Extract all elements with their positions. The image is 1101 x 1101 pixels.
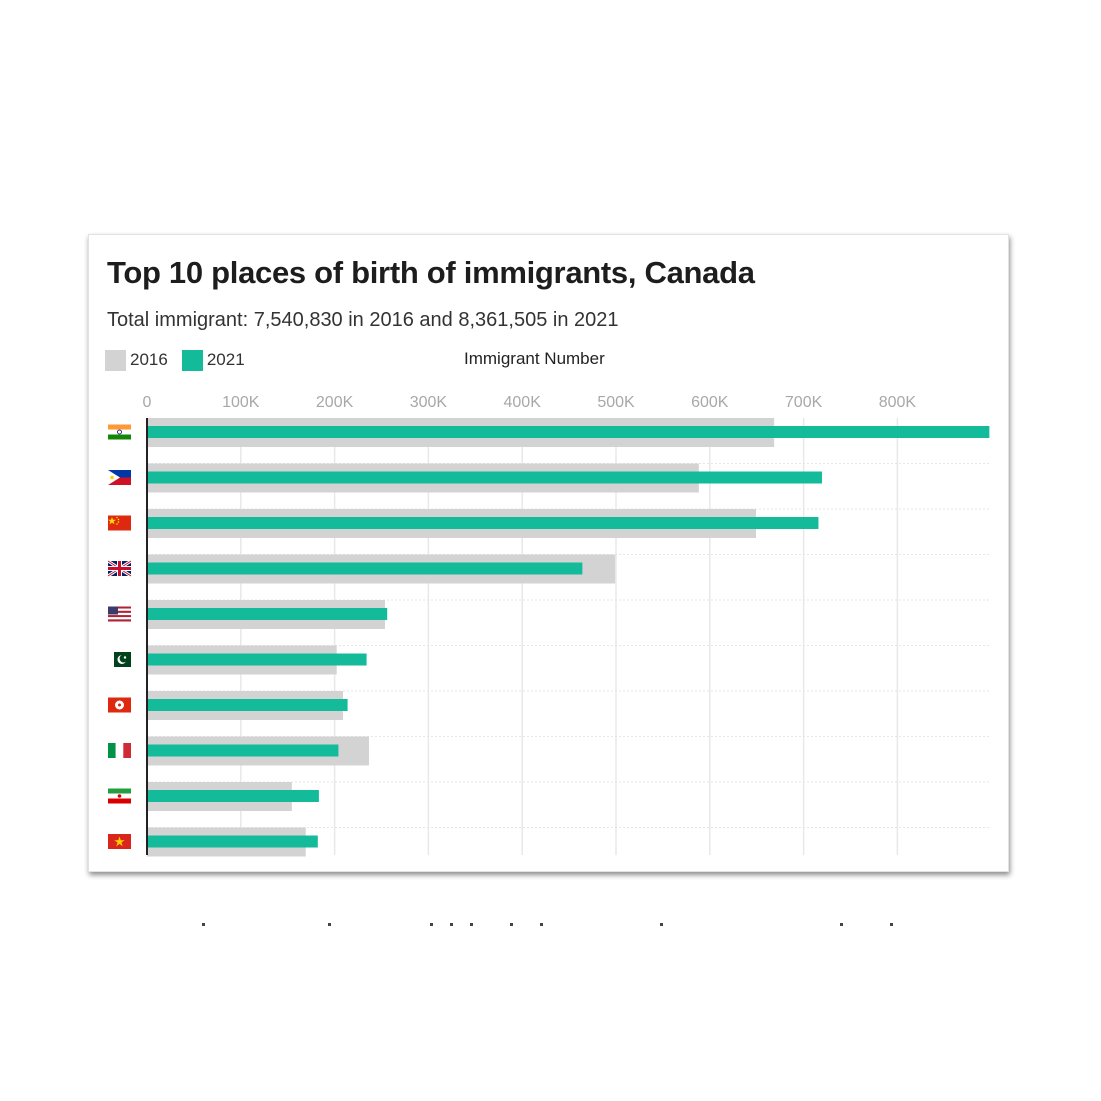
x-tick-label: 700K <box>785 394 823 411</box>
united-states-flag <box>108 606 131 622</box>
legend-item-2021[interactable]: 2021 <box>181 349 245 371</box>
legend-swatch-2016 <box>105 349 126 371</box>
x-tick-label: 400K <box>504 394 542 411</box>
cropped-caption-fragment <box>202 923 893 926</box>
chart-title: Top 10 places of birth of immigrants, Ca… <box>107 255 755 290</box>
x-tick-label: 200K <box>316 394 354 411</box>
cropped-caption <box>160 918 920 926</box>
united-kingdom-flag <box>107 559 132 578</box>
chart-card: Top 10 places of birth of immigrants, Ca… <box>88 234 1009 872</box>
x-tick-label: 800K <box>879 394 917 411</box>
china-flag <box>108 515 131 531</box>
x-tick-label: 100K <box>222 394 260 411</box>
bar-2021 <box>147 835 318 848</box>
vietnam-flag <box>108 834 131 849</box>
bar-2021 <box>147 653 367 666</box>
bar-2021 <box>147 426 990 438</box>
x-tick-label: 600K <box>691 394 729 411</box>
chart-subtitle: Total immigrant: 7,540,830 in 2016 and 8… <box>107 309 619 331</box>
bar-2021 <box>147 790 319 802</box>
bar-2021 <box>147 608 388 620</box>
legend-label-2021: 2021 <box>206 350 245 369</box>
india-flag <box>108 424 131 440</box>
italy-flag <box>108 743 131 758</box>
bar-2021 <box>147 471 822 484</box>
iran-flag <box>108 788 131 804</box>
x-tick-label: 0 <box>143 394 152 411</box>
bar-2021 <box>147 517 819 529</box>
legend: 2016 2021 <box>105 349 259 371</box>
x-axis-title: Immigrant Number <box>464 349 605 368</box>
bar-plot: 0 100K 200K 300K 400K 500K 600K 700K 800K <box>107 394 990 857</box>
philippines-flag <box>108 470 131 485</box>
x-tick-label: 300K <box>410 394 448 411</box>
bar-2021 <box>147 562 583 575</box>
x-tick-label: 500K <box>597 394 635 411</box>
legend-item-2016[interactable]: 2016 <box>105 349 168 371</box>
hong-kong-flag <box>108 697 131 713</box>
legend-label-2016: 2016 <box>130 350 168 369</box>
pakistan-flag <box>108 652 131 667</box>
bar-2021 <box>147 699 348 711</box>
legend-swatch-2021 <box>181 349 203 371</box>
bar-2021 <box>147 744 339 757</box>
